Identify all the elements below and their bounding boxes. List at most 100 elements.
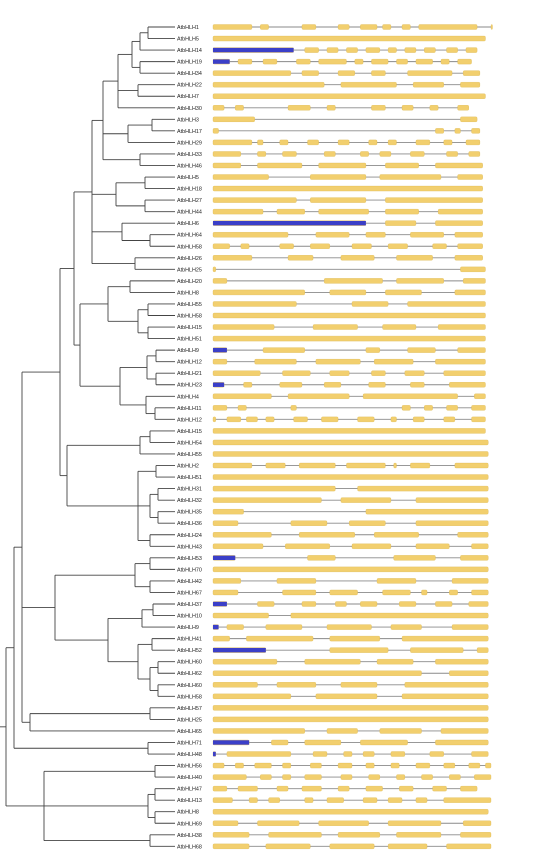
gene-structure-row [212, 312, 486, 319]
exon-block [365, 509, 489, 515]
exon-block [374, 532, 419, 538]
exon-block [324, 278, 383, 284]
exon-block [276, 578, 317, 584]
exon-block [435, 739, 489, 746]
gene-label: AtbHLH25 [177, 717, 202, 723]
exon-block [318, 208, 369, 215]
exon-block [285, 543, 330, 549]
gene-label: AtbHLH15 [177, 325, 202, 331]
exon-block [454, 128, 461, 134]
exon-block [307, 139, 319, 146]
exon-block [212, 635, 230, 642]
exon-block [299, 462, 336, 469]
gene-structure-row [212, 428, 486, 434]
exon-block [371, 70, 386, 76]
exon-block [429, 751, 444, 757]
exon-block [243, 382, 253, 388]
exon-block [421, 774, 433, 780]
exon-block [354, 58, 364, 65]
exon-block [435, 659, 489, 665]
exon-block [212, 809, 489, 815]
gene-label: AtbHLH3 [177, 117, 199, 123]
gene-structure-row [212, 58, 472, 65]
exon-block [212, 93, 486, 99]
gene-structure-row [212, 762, 492, 769]
exon-block [382, 589, 411, 596]
gene-label: AtbHLH18 [177, 187, 202, 193]
exon-block [265, 843, 311, 849]
exon-block [315, 232, 350, 238]
exon-block [212, 393, 272, 399]
bhlh-domain-exon [213, 47, 294, 53]
gene-label: AtbHLH1 [177, 25, 199, 31]
exon-block [293, 416, 308, 423]
exon-block [435, 359, 486, 365]
gene-label: AtbHLH33 [177, 152, 202, 158]
exon-block [212, 82, 325, 88]
exon-block [290, 405, 297, 411]
gene-structure-row [212, 197, 483, 203]
exon-block [457, 347, 486, 353]
exon-block [340, 774, 353, 780]
exon-block [212, 774, 247, 780]
exon-block [457, 105, 469, 111]
exon-block [424, 405, 433, 411]
exon-block [212, 266, 216, 272]
exon-block [265, 416, 275, 423]
exon-block [212, 24, 253, 30]
exon-block [212, 716, 489, 723]
gene-structure-row [212, 589, 489, 596]
gene-structure-row [212, 509, 489, 515]
exon-block [471, 543, 489, 549]
exon-block [268, 832, 322, 838]
exon-block [212, 162, 241, 169]
bhlh-domain-exon [213, 647, 266, 653]
exon-block [310, 174, 367, 180]
gene-structure-row [212, 670, 489, 676]
gene-structure-row [212, 370, 486, 376]
exon-block [310, 197, 367, 203]
exon-block [321, 416, 339, 423]
exon-block [279, 243, 294, 249]
exon-block [212, 612, 269, 619]
exon-block [460, 266, 486, 272]
exon-block [362, 797, 378, 803]
exon-block [351, 301, 389, 307]
exon-block [387, 243, 408, 249]
exon-block [371, 105, 386, 111]
exon-block [212, 728, 305, 734]
gene-label: AtbHLH7 [177, 94, 199, 100]
exon-block [396, 278, 444, 284]
exon-block [212, 35, 486, 42]
exon-block [276, 682, 317, 688]
exon-block [271, 739, 289, 746]
exon-block [287, 255, 314, 261]
gene-label: AtbHLH30 [177, 106, 202, 112]
gene-label: AtbHLH52 [177, 648, 202, 654]
exon-block [451, 578, 489, 584]
exon-block [212, 174, 269, 180]
exon-block [212, 693, 291, 699]
exon-block [396, 255, 433, 261]
exon-block [410, 462, 430, 469]
gene-structure-row [212, 739, 489, 746]
exon-block [465, 139, 481, 146]
gene-label: AtbHLH14 [177, 48, 202, 54]
exon-block [413, 82, 444, 88]
exon-block [365, 232, 386, 238]
exon-block [443, 762, 456, 769]
exon-block [212, 832, 250, 838]
exon-block [485, 762, 492, 769]
exon-block [379, 151, 392, 157]
exon-block [304, 47, 319, 53]
gene-structure-row [212, 451, 489, 457]
gene-label: AtbHLH6 [177, 221, 199, 227]
gene-label: AtbHLH42 [177, 579, 202, 585]
exon-block [454, 232, 483, 238]
bhlh-domain-exon [213, 382, 225, 387]
exon-block [346, 47, 358, 53]
gene-structure-row [212, 774, 492, 780]
gene-label: AtbHLH57 [177, 706, 202, 712]
exon-block [382, 324, 417, 330]
exon-block [410, 151, 425, 157]
